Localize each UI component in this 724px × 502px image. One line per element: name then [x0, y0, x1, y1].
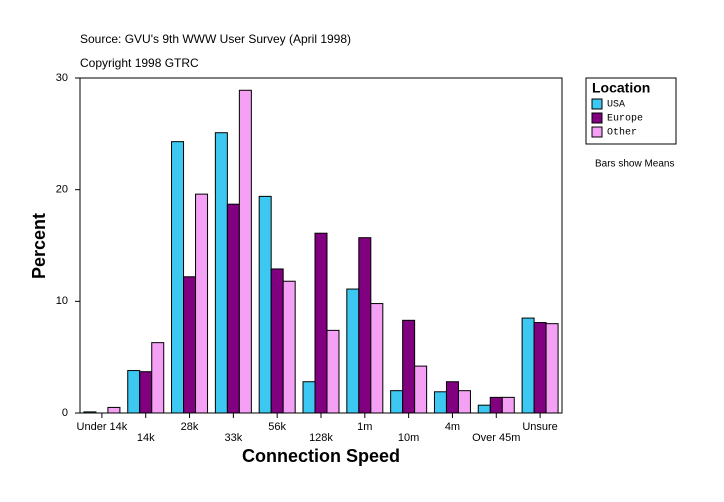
bar	[390, 390, 404, 414]
bar	[477, 404, 491, 414]
x-tick-label: 14k	[137, 432, 155, 444]
annotation: Bars show Means	[595, 159, 674, 170]
x-tick-label: 33k	[224, 432, 242, 444]
legend-title: Location	[592, 80, 650, 96]
bar	[183, 276, 197, 414]
bar	[226, 203, 240, 414]
bar	[501, 396, 515, 414]
y-tick-label: 20	[56, 184, 68, 196]
legend-swatch	[591, 126, 603, 138]
bar	[83, 411, 97, 414]
bar	[139, 371, 153, 414]
x-tick-label: 56k	[268, 421, 286, 433]
bar	[151, 342, 165, 414]
x-tick-label: 10m	[398, 432, 419, 444]
x-tick-label: Over 45m	[472, 432, 520, 444]
bar	[314, 232, 328, 414]
bar	[195, 193, 209, 414]
y-axis-title: Percent	[29, 213, 49, 279]
bar	[107, 406, 121, 414]
bar	[214, 132, 228, 414]
x-axis-title: Connection Speed	[242, 446, 400, 466]
legend-label: USA	[607, 100, 625, 111]
chart-subtitle: Copyright 1998 GTRC	[80, 56, 199, 70]
bar	[238, 89, 252, 414]
legend-swatch	[591, 98, 603, 110]
legend-label: Europe	[607, 114, 643, 125]
bar	[414, 365, 428, 414]
bar	[302, 381, 316, 414]
x-tick-label: 28k	[181, 421, 199, 433]
bar	[545, 323, 559, 414]
bar	[346, 288, 360, 414]
bar	[258, 195, 272, 414]
y-tick-label: 10	[56, 295, 68, 307]
bar	[533, 322, 547, 414]
bar	[326, 329, 340, 414]
bar	[282, 280, 296, 414]
bar	[127, 370, 141, 414]
y-tick-label: 30	[56, 72, 68, 84]
bar	[270, 268, 284, 414]
bar	[171, 141, 185, 414]
x-tick-label: Unsure	[522, 421, 557, 433]
y-tick-label: 0	[62, 407, 68, 419]
x-tick-label: 128k	[309, 432, 333, 444]
x-tick-label: Under 14k	[77, 421, 128, 433]
bar	[521, 317, 535, 414]
bar	[370, 303, 384, 414]
bar	[402, 319, 416, 414]
bar	[445, 381, 459, 414]
legend-label: Other	[607, 127, 637, 139]
x-tick-label: 1m	[357, 421, 372, 433]
bar	[489, 396, 503, 414]
bar	[433, 391, 447, 414]
bar	[457, 390, 471, 414]
x-tick-label: 4m	[445, 421, 460, 433]
bar	[358, 237, 372, 414]
legend-swatch	[591, 112, 603, 124]
chart-title: Source: GVU's 9th WWW User Survey (April…	[80, 32, 351, 46]
